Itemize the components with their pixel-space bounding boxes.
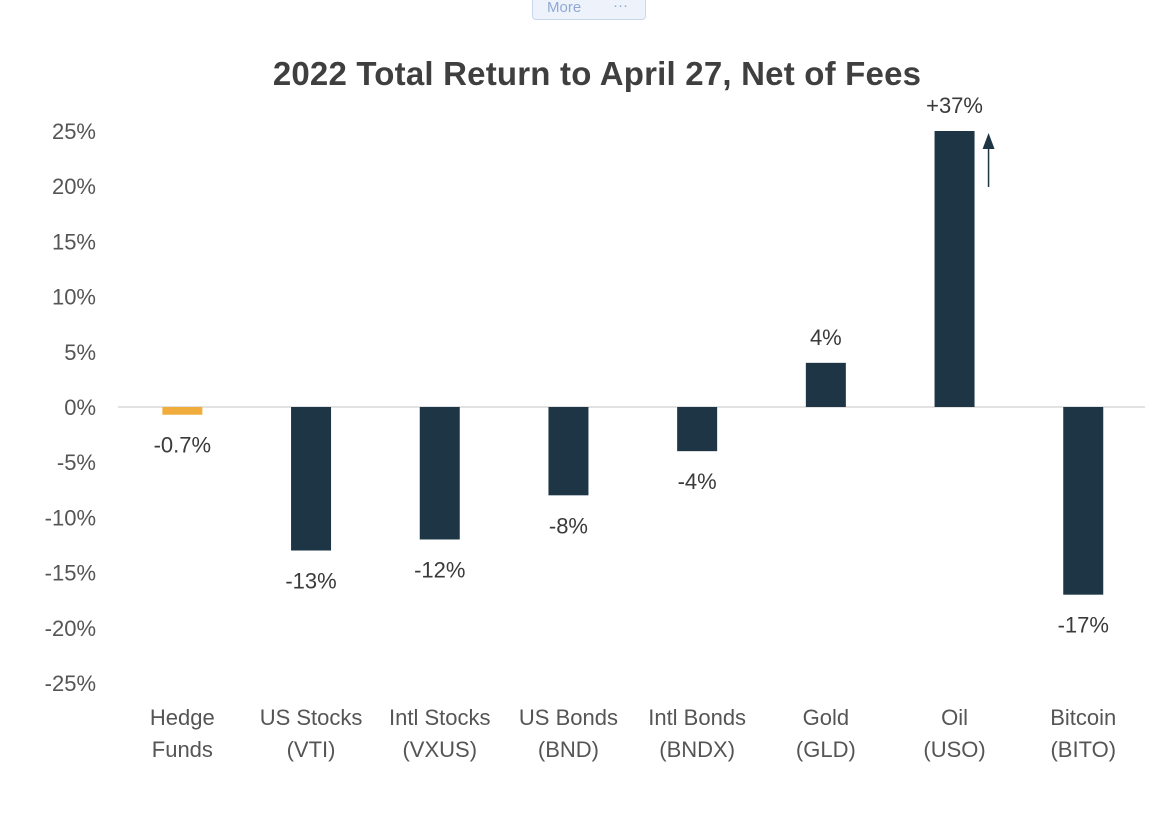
data-label: -13% [285, 569, 336, 594]
y-tick-label: 15% [52, 229, 96, 254]
bars [162, 131, 1104, 595]
bar [934, 131, 975, 407]
y-tick-label: -5% [57, 450, 96, 475]
bar [162, 407, 203, 415]
data-label: -8% [549, 513, 588, 538]
data-label: -12% [414, 557, 465, 582]
more-dots-icon: ··· [613, 0, 628, 14]
bar [1063, 407, 1104, 595]
x-tick-label: US Stocks [260, 705, 363, 730]
more-button-label: More [547, 0, 582, 16]
bar [419, 407, 460, 540]
x-tick-label: (BNDX) [659, 737, 735, 762]
data-label: 4% [810, 325, 842, 350]
x-tick-label: (USO) [923, 737, 985, 762]
y-tick-label: 25% [52, 119, 96, 144]
data-labels: -0.7% -13% -12% -8% -4% 4% +37% -17% [154, 93, 1109, 638]
y-tick-label: -25% [45, 671, 96, 696]
x-tick-label: Funds [152, 737, 213, 762]
x-axis: Hedge Funds US Stocks (VTI) Intl Stocks (VXUS… [150, 705, 1116, 762]
data-label: +37% [926, 93, 983, 118]
bar [291, 407, 332, 551]
bar [805, 362, 846, 407]
y-tick-label: -15% [45, 561, 96, 586]
x-tick-label: (BND) [538, 737, 599, 762]
x-tick-label: (VTI) [287, 737, 336, 762]
y-tick-label: -20% [45, 616, 96, 641]
bar [548, 407, 589, 496]
x-tick-label: Intl Bonds [648, 705, 746, 730]
x-tick-label: (VXUS) [402, 737, 477, 762]
more-button[interactable]: More ··· [532, 0, 646, 20]
y-tick-label: 20% [52, 174, 96, 199]
x-tick-label: Bitcoin [1050, 705, 1116, 730]
x-tick-label: Gold [803, 705, 849, 730]
data-label: -4% [678, 469, 717, 494]
x-tick-label: Intl Stocks [389, 705, 490, 730]
y-axis: 25% 20% 15% 10% 5% 0% -5% -10% -15% -20% -25% [45, 119, 96, 696]
y-tick-label: 5% [64, 340, 96, 365]
x-tick-label: Oil [941, 705, 968, 730]
arrow-head-icon [982, 133, 995, 149]
bar [677, 407, 718, 452]
x-tick-label: (BITO) [1050, 737, 1116, 762]
chart-title: 2022 Total Return to April 27, Net of Fe… [272, 55, 922, 92]
y-tick-label: 10% [52, 285, 96, 310]
data-label: -0.7% [154, 433, 211, 458]
y-tick-label: -10% [45, 505, 96, 530]
x-tick-label: US Bonds [519, 705, 618, 730]
x-tick-label: Hedge [150, 705, 215, 730]
x-tick-label: (GLD) [796, 737, 856, 762]
y-tick-label: 0% [64, 395, 96, 420]
overflow-arrow [982, 133, 995, 187]
data-label: -17% [1058, 613, 1109, 638]
